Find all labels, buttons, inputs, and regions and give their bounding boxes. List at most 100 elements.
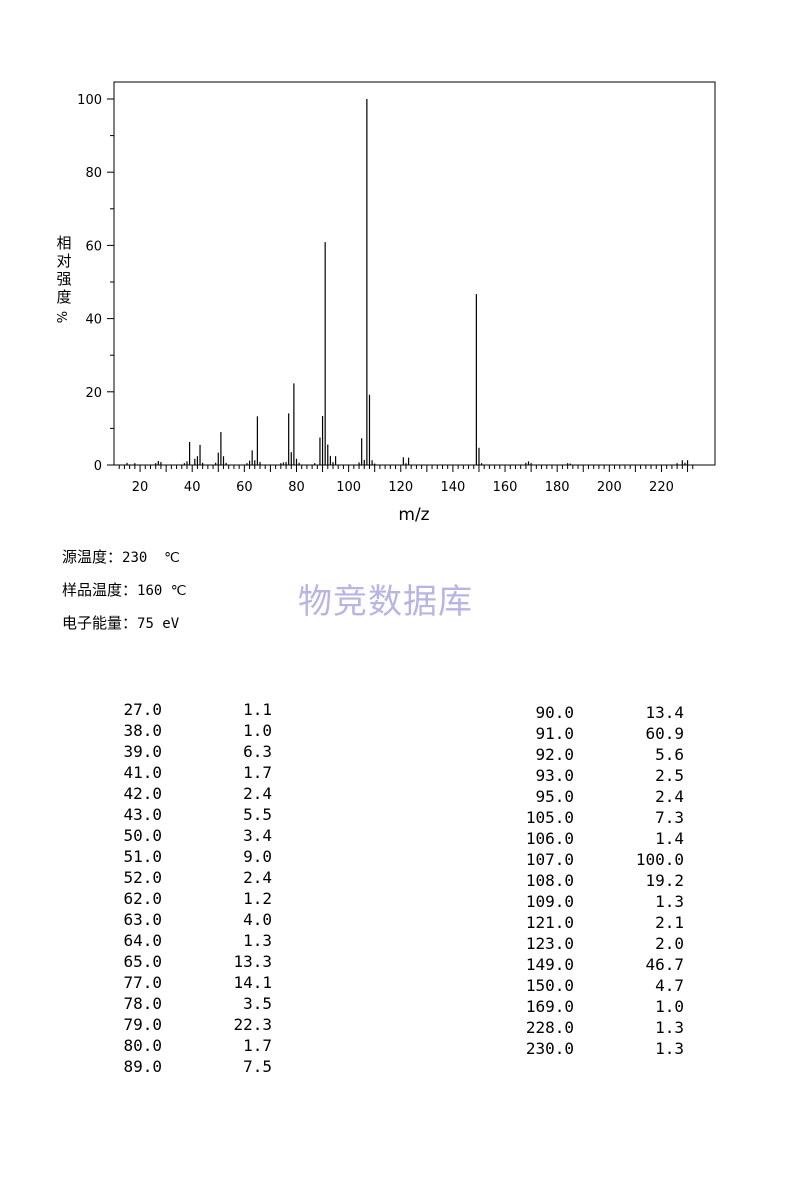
peak-row: 121.0 2.1 [514, 912, 684, 933]
peak-row: 169.0 1.0 [514, 996, 684, 1017]
peak-row: 123.0 2.0 [514, 933, 684, 954]
peak-intensity: 1.3 [243, 931, 272, 950]
peak-intensity: 1.2 [243, 889, 272, 908]
peak-intensity: 1.0 [243, 721, 272, 740]
peak-intensity: 2.4 [655, 787, 684, 806]
peak-mz: 230.0 [525, 1039, 574, 1058]
peak-mz: 105.0 [525, 808, 574, 827]
peak-mz: 90.0 [535, 703, 574, 722]
sample-temp-label: 样品温度： [62, 581, 138, 599]
peak-row: 107.0 100.0 [514, 849, 684, 870]
y-tick-label: 0 [94, 459, 102, 474]
x-tick-label: 200 [597, 480, 622, 495]
peak-mz: 89.0 [123, 1057, 162, 1076]
peak-row: 43.0 5.5 [102, 804, 272, 825]
peak-mz: 27.0 [123, 700, 162, 719]
peak-row: 52.0 2.4 [102, 867, 272, 888]
peak-intensity: 5.5 [243, 805, 272, 824]
peak-mz: 42.0 [123, 784, 162, 803]
peak-intensity: 2.4 [243, 868, 272, 887]
y-tick-label: 80 [85, 166, 102, 181]
peak-row: 92.0 5.6 [514, 744, 684, 765]
x-tick-label: 60 [236, 480, 253, 495]
peak-intensity: 9.0 [243, 847, 272, 866]
x-tick-label: 160 [493, 480, 518, 495]
peak-intensity: 60.9 [645, 724, 684, 743]
y-axis-label-char: 对 [56, 252, 72, 270]
peak-row: 38.0 1.0 [102, 720, 272, 741]
energy-value: 75 eV [137, 616, 180, 632]
y-tick-label: 20 [85, 386, 102, 401]
peak-row: 89.0 7.5 [102, 1056, 272, 1077]
x-tick-label: 80 [288, 480, 305, 495]
peak-row: 106.0 1.4 [514, 828, 684, 849]
peak-mz: 93.0 [535, 766, 574, 785]
peak-intensity: 100.0 [635, 850, 684, 869]
peak-intensity: 13.3 [233, 952, 272, 971]
peak-mz: 149.0 [525, 955, 574, 974]
y-tick-label: 100 [77, 93, 102, 108]
peak-mz: 41.0 [123, 763, 162, 782]
peak-mz: 109.0 [525, 892, 574, 911]
peak-row: 105.0 7.3 [514, 807, 684, 828]
source-temp-value: 230 ℃ [122, 550, 180, 566]
sample-temperature: 样品温度：160 ℃ [62, 574, 186, 607]
peak-intensity: 7.3 [655, 808, 684, 827]
x-tick-label: 180 [545, 480, 570, 495]
peak-mz: 121.0 [525, 913, 574, 932]
peak-intensity: 2.5 [655, 766, 684, 785]
peak-intensity: 1.3 [655, 1039, 684, 1058]
peak-bars [126, 99, 689, 465]
peak-table-right: 90.0 13.4 91.0 60.9 92.0 5.6 93.0 2.5 95.0 2.4 105… [514, 702, 684, 1059]
peak-mz: 64.0 [123, 931, 162, 950]
peak-mz: 150.0 [525, 976, 574, 995]
peak-row: 50.0 3.4 [102, 825, 272, 846]
peak-row: 63.0 4.0 [102, 909, 272, 930]
peak-mz: 43.0 [123, 805, 162, 824]
peak-mz: 50.0 [123, 826, 162, 845]
peak-mz: 169.0 [525, 997, 574, 1016]
watermark: 物竞数据库 [298, 582, 473, 622]
peak-intensity: 1.3 [655, 892, 684, 911]
peak-intensity: 1.7 [243, 763, 272, 782]
instrument-conditions: 源温度：230 ℃ 样品温度：160 ℃ 电子能量：75 eV [62, 541, 186, 640]
peak-row: 80.0 1.7 [102, 1035, 272, 1056]
peak-mz: 38.0 [123, 721, 162, 740]
peak-intensity: 1.3 [655, 1018, 684, 1037]
peak-mz: 52.0 [123, 868, 162, 887]
peak-row: 230.0 1.3 [514, 1038, 684, 1059]
peak-intensity: 6.3 [243, 742, 272, 761]
x-tick-label: 120 [388, 480, 413, 495]
peak-mz: 78.0 [123, 994, 162, 1013]
peak-row: 109.0 1.3 [514, 891, 684, 912]
peak-row: 108.0 19.2 [514, 870, 684, 891]
sample-temp-value: 160 ℃ [137, 583, 187, 599]
peak-intensity: 5.6 [655, 745, 684, 764]
peak-intensity: 3.4 [243, 826, 272, 845]
electron-energy: 电子能量：75 eV [62, 607, 186, 640]
peak-row: 39.0 6.3 [102, 741, 272, 762]
peak-row: 93.0 2.5 [514, 765, 684, 786]
peak-row: 150.0 4.7 [514, 975, 684, 996]
peak-intensity: 7.5 [243, 1057, 272, 1076]
peak-row: 79.0 22.3 [102, 1014, 272, 1035]
peak-mz: 63.0 [123, 910, 162, 929]
y-tick-label: 40 [85, 313, 102, 328]
peak-row: 90.0 13.4 [514, 702, 684, 723]
peak-intensity: 1.4 [655, 829, 684, 848]
x-axis-label: m/z [398, 505, 429, 525]
peak-row: 91.0 60.9 [514, 723, 684, 744]
y-axis: 0 20 40 60 80 100 [77, 93, 114, 474]
peak-row: 65.0 13.3 [102, 951, 272, 972]
x-tick-label: 140 [440, 480, 465, 495]
peak-row: 77.0 14.1 [102, 972, 272, 993]
peak-row: 78.0 3.5 [102, 993, 272, 1014]
peak-intensity: 4.7 [655, 976, 684, 995]
peak-mz: 95.0 [535, 787, 574, 806]
peak-mz: 51.0 [123, 847, 162, 866]
peak-mz: 107.0 [525, 850, 574, 869]
peak-intensity: 2.1 [655, 913, 684, 932]
peak-mz: 62.0 [123, 889, 162, 908]
x-tick-label: 40 [184, 480, 201, 495]
y-axis-label-char: 度 [56, 288, 72, 306]
